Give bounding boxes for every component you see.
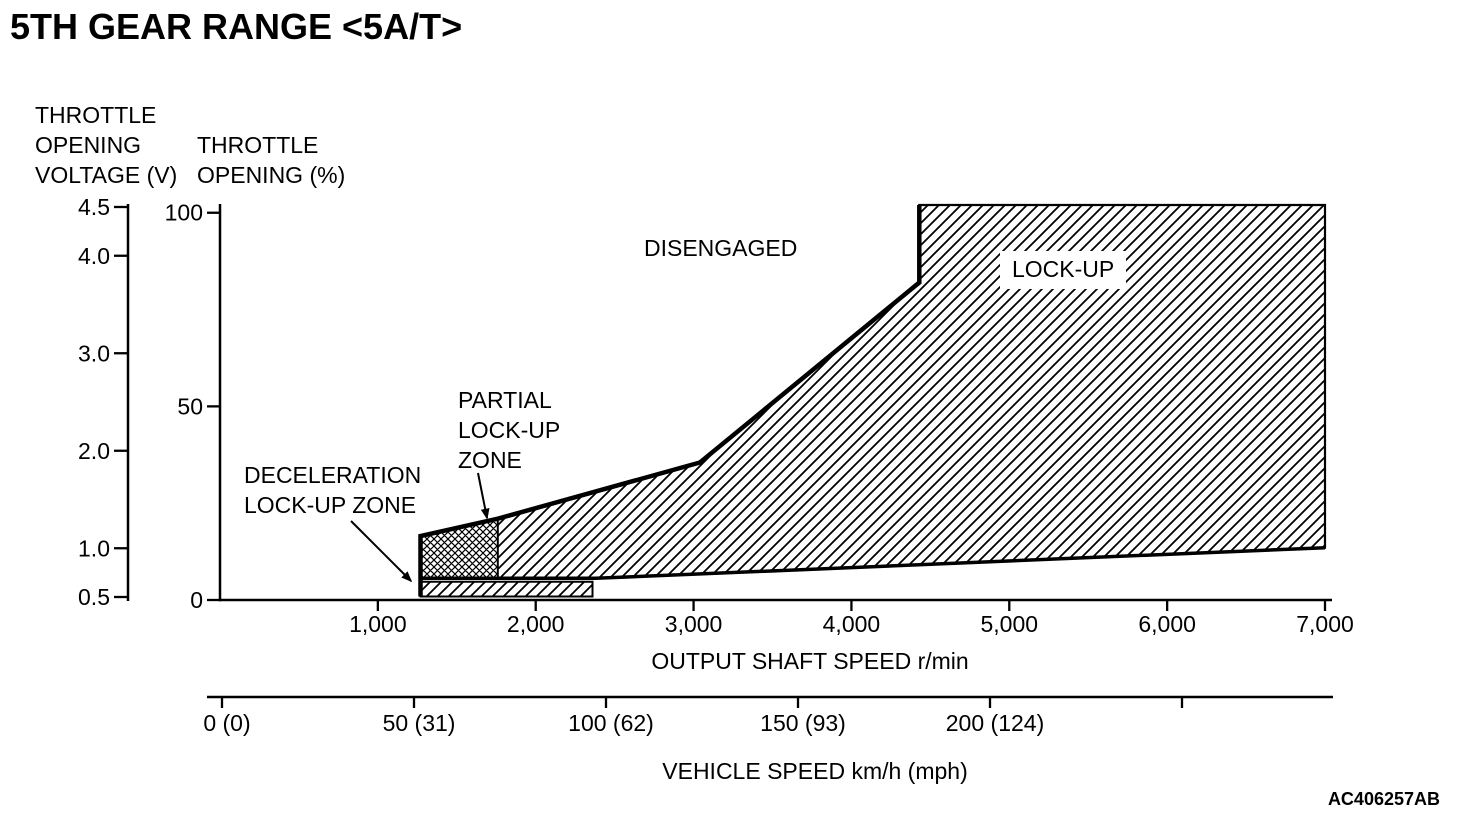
partial-lockup-label-line2: LOCK-UP xyxy=(458,417,561,443)
vehicle-speed-axis-title: VEHICLE SPEED km/h (mph) xyxy=(662,758,968,784)
voltage-axis-tick-label: 2.0 xyxy=(78,438,110,464)
throttle-opening-axis-title: THROTTLE OPENING (%) xyxy=(197,130,345,190)
x-axis-tick-label: 6,000 xyxy=(1138,611,1196,637)
pct-axis-tick-label: 100 xyxy=(165,200,203,226)
page-title: 5TH GEAR RANGE <5A/T> xyxy=(10,6,463,47)
voltage-axis-title-line2: OPENING xyxy=(35,132,142,158)
vehicle-speed-tick-label: 0 (0) xyxy=(203,710,250,736)
deceleration-lockup-label-line2: LOCK-UP ZONE xyxy=(244,492,417,518)
partial-lockup-arrow xyxy=(477,472,490,520)
voltage-axis-tick-label: 0.5 xyxy=(78,584,110,610)
vehicle-speed-tick-label: 150 (93) xyxy=(760,710,846,736)
pct-axis-tick-label: 50 xyxy=(177,393,203,419)
deceleration-lockup-region xyxy=(419,580,594,598)
disengaged-region-label: DISENGAGED xyxy=(644,235,798,261)
deceleration-lockup-arrow xyxy=(350,520,413,583)
figure-code: AC406257AB xyxy=(1327,789,1440,809)
x-axis-tick-label: 7,000 xyxy=(1296,611,1354,637)
pct-axis-title-line2: OPENING (%) xyxy=(197,162,346,188)
vehicle-speed-tick-label: 200 (124) xyxy=(946,710,1044,736)
vehicle-speed-tick-label: 100 (62) xyxy=(568,710,654,736)
x-axis-tick-label: 3,000 xyxy=(665,611,723,637)
x-axis-title: OUTPUT SHAFT SPEED r/min xyxy=(651,648,969,674)
x-axis-tick-label: 4,000 xyxy=(823,611,881,637)
deceleration-lockup-zone-label: DECELERATION LOCK-UP ZONE xyxy=(244,460,421,520)
vehicle-speed-tick-label: 50 (31) xyxy=(383,710,456,736)
partial-lockup-label-line3: ZONE xyxy=(458,447,522,473)
lockup-region-label: LOCK-UP xyxy=(1000,251,1127,289)
x-axis-tick-label: 5,000 xyxy=(981,611,1039,637)
partial-lockup-zone-label: PARTIAL LOCK-UP ZONE xyxy=(458,385,560,475)
partial-lockup-label-line1: PARTIAL xyxy=(458,387,552,413)
deceleration-lockup-label-line1: DECELERATION xyxy=(244,462,422,488)
pct-axis-tick-label: 0 xyxy=(190,587,203,613)
voltage-axis-tick-label: 4.0 xyxy=(78,243,110,269)
voltage-axis-tick-label: 3.0 xyxy=(78,340,110,366)
voltage-axis-title-line1: THROTTLE xyxy=(35,102,157,128)
voltage-axis-title-line3: VOLTAGE (V) xyxy=(35,162,178,188)
voltage-axis-title: THROTTLE OPENING VOLTAGE (V) xyxy=(35,100,177,190)
pct-axis-title-line1: THROTTLE xyxy=(197,132,319,158)
x-axis-tick-label: 2,000 xyxy=(507,611,565,637)
x-axis-tick-label: 1,000 xyxy=(349,611,407,637)
voltage-axis-tick-label: 1.0 xyxy=(78,535,110,561)
voltage-axis-tick-label: 4.5 xyxy=(78,194,110,220)
lockup-release-line xyxy=(420,545,1326,581)
lockup-engage-line xyxy=(418,205,922,597)
